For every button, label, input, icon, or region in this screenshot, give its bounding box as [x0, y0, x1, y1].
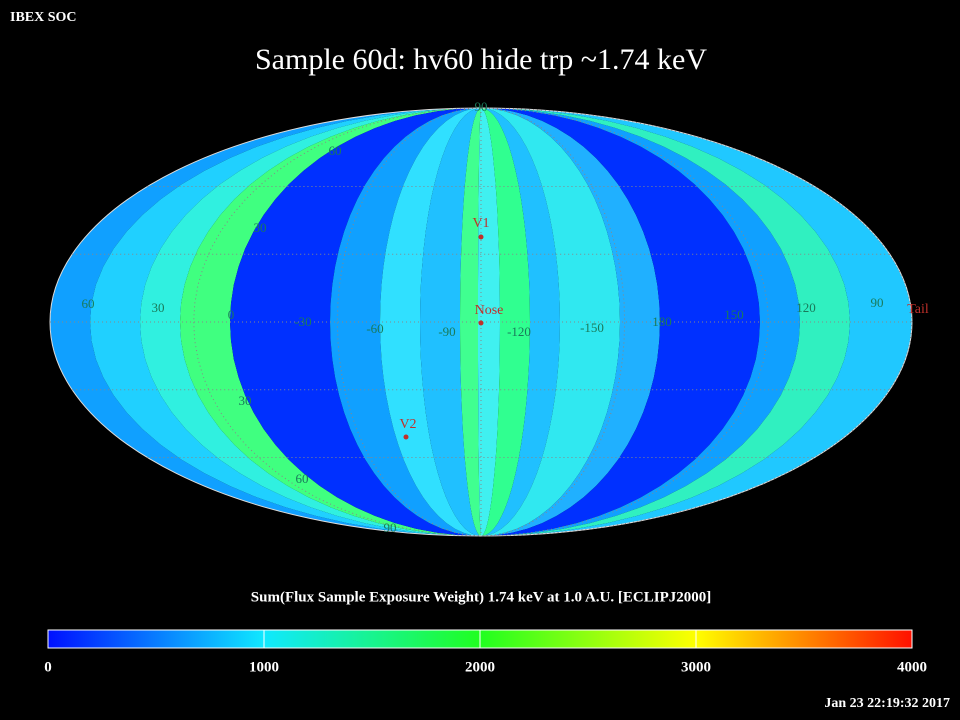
marker-dot — [478, 320, 484, 326]
colorbar-tick-label: 1000 — [249, 659, 279, 675]
longitude-label: -30 — [294, 314, 311, 329]
latitude-label: 30 — [254, 220, 267, 235]
flux-band — [481, 108, 760, 536]
flux-band — [230, 108, 481, 536]
latitude-label: 60 — [296, 471, 309, 486]
meridian — [336, 107, 482, 537]
flux-band — [481, 108, 530, 536]
marker-dot — [403, 434, 409, 440]
latitude-label: 60 — [329, 143, 342, 158]
latitude-label: 30 — [239, 393, 252, 408]
title: Sample 60d: hv60 hide trp ~1.74 keV — [255, 43, 707, 76]
colorbar-title: Sum(Flux Sample Exposure Weight) 1.74 ke… — [251, 589, 711, 605]
flux-band — [481, 108, 560, 536]
flux-band — [180, 108, 481, 536]
meridian — [480, 107, 626, 537]
marker-label: Tail — [907, 302, 929, 317]
marker-label: V1 — [472, 216, 489, 231]
marker-label: Nose — [475, 303, 504, 318]
longitude-label: 120 — [796, 300, 816, 315]
org-label: IBEX SOC — [10, 10, 77, 25]
longitude-label: -120 — [507, 324, 531, 339]
marker-dot — [478, 234, 484, 240]
longitude-label: -60 — [366, 321, 383, 336]
sky-map — [50, 108, 912, 536]
colorbar-tick-label: 2000 — [465, 659, 495, 675]
longitude-label: 0 — [228, 307, 235, 322]
longitude-label: 180 — [652, 314, 672, 329]
longitude-label: -150 — [580, 320, 604, 335]
flux-band — [481, 108, 850, 536]
longitude-label: 90 — [871, 295, 884, 310]
colorbar-tick-label: 0 — [44, 659, 52, 675]
flux-band — [330, 108, 481, 536]
colorbar-tick-label: 3000 — [681, 659, 711, 675]
flux-band — [478, 108, 500, 536]
flux-band — [380, 108, 481, 536]
longitude-label: -90 — [438, 324, 455, 339]
flux-band — [481, 108, 660, 536]
flux-band — [481, 108, 912, 536]
longitude-label: 30 — [152, 300, 165, 315]
flux-band — [481, 108, 620, 536]
longitude-label: 150 — [724, 307, 744, 322]
graticule — [50, 107, 913, 537]
longitude-label: 60 — [82, 296, 95, 311]
latitude-label: 90 — [384, 520, 397, 535]
colorbar-tick-label: 4000 — [897, 659, 927, 675]
timestamp: Jan 23 22:19:32 2017 — [824, 696, 950, 711]
latitude-label: 90 — [475, 99, 488, 114]
meridian — [480, 107, 913, 537]
marker-label: V2 — [399, 417, 416, 432]
